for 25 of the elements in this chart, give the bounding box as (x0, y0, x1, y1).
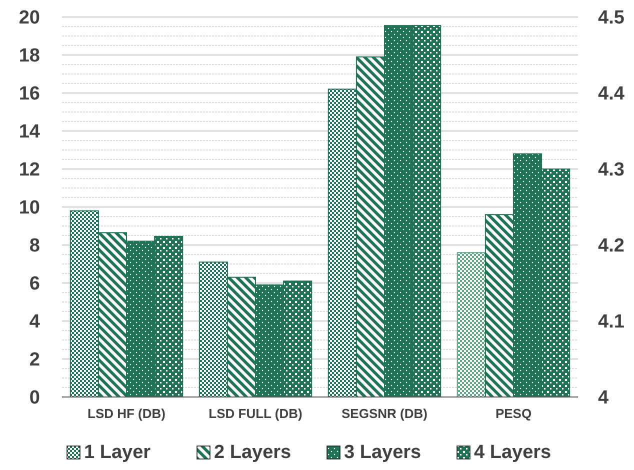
legend-label: 3 Layers (344, 442, 422, 463)
x-tick-label: PESQ (495, 406, 532, 421)
y-tick-label: 6 (29, 274, 40, 295)
y-tick-label: 10 (18, 198, 40, 219)
y-tick-label: 12 (18, 160, 40, 181)
legend-label: 4 Layers (474, 442, 552, 463)
x-tick-label: SEGSNR (DB) (342, 406, 428, 421)
y-tick-label: 8 (29, 236, 40, 257)
y-tick-label: 0 (29, 388, 40, 409)
y2-tick-label: 4.1 (598, 312, 625, 333)
y-tick-label: 20 (18, 8, 40, 29)
legend-label: 1 Layer (84, 442, 152, 463)
y-tick-label: 2 (29, 350, 40, 371)
y-tick-label: 16 (18, 84, 40, 105)
y-tick-label: 4 (29, 312, 40, 333)
y2-tick-label: 4.4 (598, 84, 625, 105)
y2-tick-label: 4 (598, 388, 609, 409)
legend-label: 2 Layers (214, 442, 292, 463)
y2-tick-label: 4.2 (598, 236, 624, 257)
x-tick-label: LSD HF (DB) (88, 406, 166, 421)
x-tick-label: LSD FULL (DB) (208, 406, 302, 421)
y-tick-label: 14 (18, 122, 40, 143)
y2-tick-label: 4.5 (598, 8, 625, 29)
y-tick-label: 18 (18, 46, 40, 67)
y2-tick-label: 4.3 (598, 160, 624, 181)
